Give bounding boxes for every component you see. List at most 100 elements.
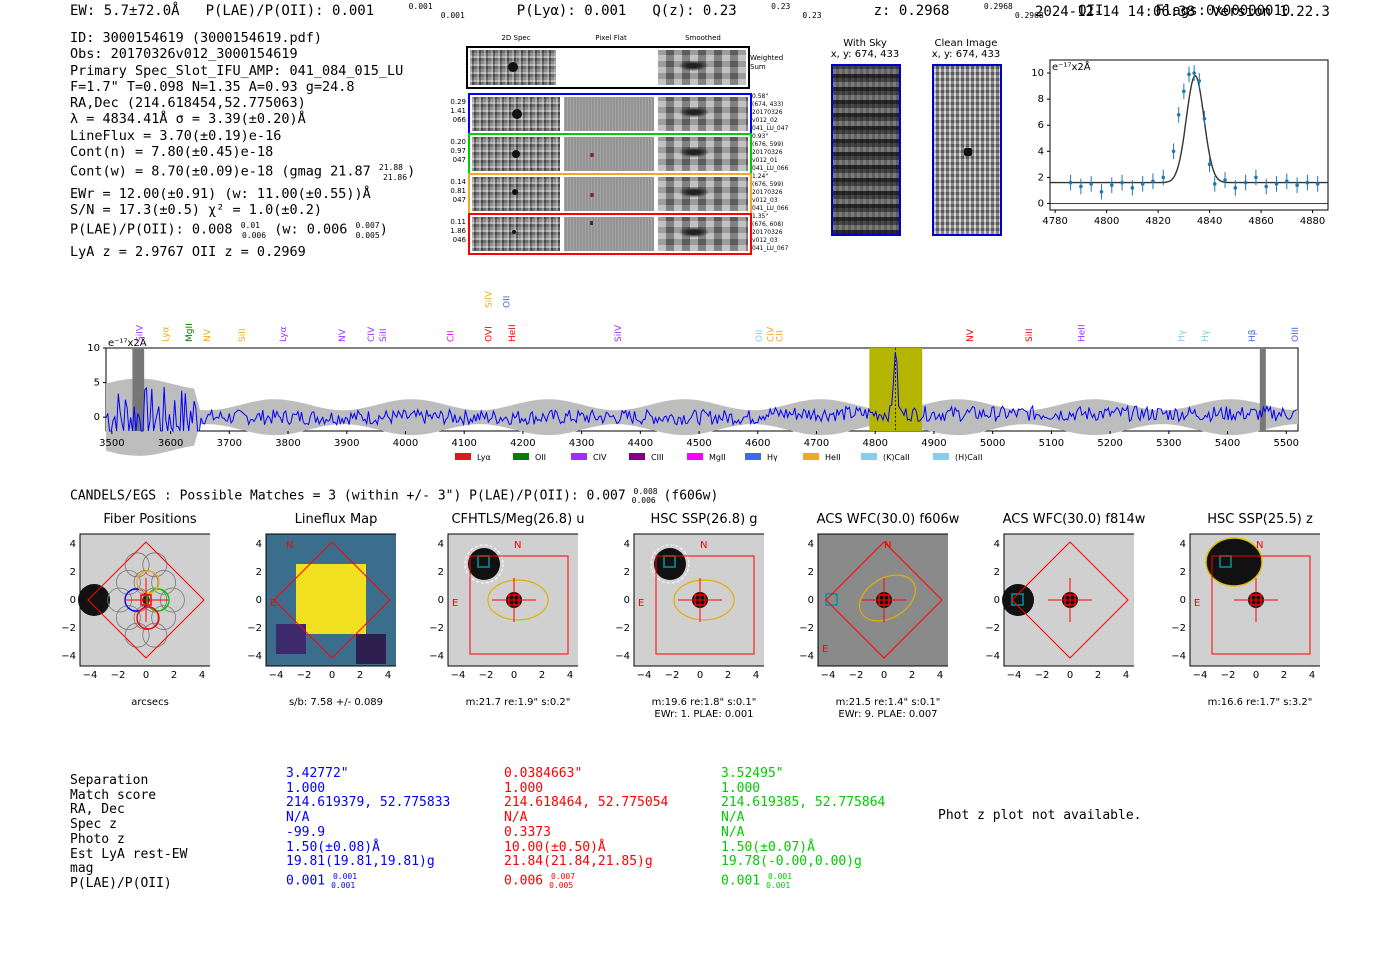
spectrum-line xyxy=(105,352,1298,433)
z-value: z: 0.2968 0.29680.2968 OII xyxy=(873,2,1104,21)
y-tick-label: 0 xyxy=(94,412,100,423)
north-label: N xyxy=(286,540,293,551)
x-tick-label: 4100 xyxy=(451,438,476,449)
match-row-label: Separation xyxy=(70,773,149,788)
match-value: 214.619379, 52.775833 xyxy=(286,795,451,811)
cutout-y-tick: 2 xyxy=(70,567,76,578)
x-tick-label: 4900 xyxy=(921,438,946,449)
cutout-x-tick: −2 xyxy=(1221,670,1236,681)
cutout-row: Fiber Positions 4 2 0 −2 −4 −4 −2 0 2 4 arcsecs Line… xyxy=(0,510,1400,725)
data-point xyxy=(1202,116,1207,121)
match-cell: 1.50(±0.07)Å xyxy=(721,839,885,856)
x-tick-label: 4880 xyxy=(1300,216,1325,227)
line-fit-chart: 4780 4800 4820 4840 4860 4880 0 2 4 6 8 10 e⁻¹⁷x2Å xyxy=(1031,59,1329,227)
match-cell: N/A xyxy=(721,810,885,826)
row-smoothed xyxy=(658,97,748,131)
cutout-image: N E 4 2 0 −2 −4 −4 −2 0 2 4 xyxy=(429,533,578,681)
match-cell: 19.81(19.81,19.81)g xyxy=(286,854,450,870)
match-cell: 10.00(±0.50)Å xyxy=(504,840,668,856)
cutout-x-tick: −2 xyxy=(479,670,494,681)
match-value: 19.78(-0.00,0.00)g xyxy=(721,854,862,870)
cutout-y-tick: 4 xyxy=(70,539,76,550)
data-point xyxy=(1305,180,1310,185)
legend-label: CIII xyxy=(651,453,664,462)
match-cell: 21.84(21.84,21.85)g xyxy=(504,854,668,870)
spectrum-ylabel: e⁻¹⁷x2Å xyxy=(108,336,147,349)
spec-row-meta: (674, 433) xyxy=(752,101,784,108)
fiber-circle xyxy=(116,605,141,630)
cutout-x-tick: −4 xyxy=(637,670,652,681)
match-row-label: Photo z xyxy=(70,831,125,847)
spec-row-stat: 0.81 xyxy=(450,187,466,195)
match-value: 0.001 xyxy=(286,873,326,889)
cutout-y-tick: −2 xyxy=(985,623,1000,634)
line-label: CIV xyxy=(367,326,377,342)
spec-row-meta: 041_LU_067 xyxy=(752,245,789,252)
weighted-sum-label: Weighted Sum xyxy=(750,54,784,71)
match-value: 3.42772" xyxy=(286,766,349,781)
candels-sub: 0.006 xyxy=(631,495,656,505)
cutout-x-tick: 2 xyxy=(539,670,545,681)
cutout-x-tick: −4 xyxy=(821,670,836,681)
match-value: -99.9 xyxy=(286,824,326,840)
data-point xyxy=(1264,184,1269,189)
x-tick-label: 5400 xyxy=(1215,438,1240,449)
legend-label: Lyα xyxy=(477,453,491,462)
fiber-circle xyxy=(151,605,176,630)
match-value: 1.50(±0.07)Å xyxy=(721,839,815,855)
ifu-footprint xyxy=(655,555,755,655)
fiber-circle xyxy=(124,622,150,648)
cutout-x-tick: 0 xyxy=(697,670,703,681)
source-ellipse xyxy=(673,579,735,621)
y-tick-label: 10 xyxy=(87,343,100,354)
datetime: 2024-12-14 14:06:38 xyxy=(1034,4,1196,20)
legend-swatch xyxy=(803,453,819,460)
cutout-y-tick: 2 xyxy=(1180,567,1186,578)
ew-value: EW: 5.7±72.0Å xyxy=(70,2,180,19)
y-tick-label: 8 xyxy=(1038,94,1044,105)
legend-label: OII xyxy=(535,453,546,462)
data-point xyxy=(1182,89,1186,94)
match-value: 214.619385, 52.775864 xyxy=(721,795,886,811)
with-sky-xy: x, y: 674, 433 xyxy=(830,49,900,60)
cutout-image: 4 2 0 −2 −4 −4 −2 0 2 4 xyxy=(985,533,1134,681)
match-value: 1.000 xyxy=(721,780,761,796)
cutout-x-tick: 4 xyxy=(1309,670,1315,681)
match-marker xyxy=(878,594,890,606)
info-params: F=1.7" T=0.098 N=1.35 A=0.93 g=24.8 xyxy=(70,78,355,95)
cutout-y-tick: −4 xyxy=(799,651,814,662)
spec-row-meta: 20170326 xyxy=(752,109,783,116)
spec-row-left-label: 0.29 1.41 066 xyxy=(440,98,466,125)
y-tick-label: 10 xyxy=(1031,68,1044,79)
data-point xyxy=(1233,186,1238,190)
spec-row-meta: 20170326 xyxy=(752,229,783,236)
match-cell: 3.42772" xyxy=(286,766,450,782)
match-value: N/A xyxy=(286,810,310,826)
match-plae-sup: 0.001 xyxy=(767,871,793,881)
data-point xyxy=(1099,189,1104,194)
cutout-x-tick: −4 xyxy=(1007,670,1022,681)
data-point xyxy=(1212,182,1217,186)
match-cell: -99.9 xyxy=(286,824,450,841)
cutout-y-tick: −2 xyxy=(1171,623,1186,634)
match-cell: 214.618464, 52.775054 xyxy=(504,796,668,811)
ifu-footprint xyxy=(1011,541,1129,659)
clean-image xyxy=(932,64,1002,236)
cutout-x-tick: −4 xyxy=(269,670,284,681)
photz-message: Phot z plot not available. xyxy=(938,808,1142,823)
row-pixelflat xyxy=(564,177,654,211)
x-tick-label: 4700 xyxy=(804,438,829,449)
cutout-x-tick: 2 xyxy=(1095,670,1101,681)
cutout-title: ACS WFC(30.0) f814w xyxy=(1002,512,1146,527)
legend-label: CIV xyxy=(593,453,607,462)
line-label: OIII xyxy=(1291,327,1301,342)
flux-peak xyxy=(296,564,366,634)
match-plae-sup: 0.007 xyxy=(550,871,576,881)
cutout-image: N E 4 2 0 −2 −4 −4 −2 0 2 4 xyxy=(1171,533,1320,681)
data-point xyxy=(1130,186,1135,190)
smoothed-header: Smoothed xyxy=(685,34,721,42)
spec-row-meta: 20170326 xyxy=(752,189,783,196)
x-tick-label: 3600 xyxy=(158,438,183,449)
match-plae-sub: 0.001 xyxy=(766,880,791,890)
spec-row-stat: 0.97 xyxy=(450,147,466,155)
